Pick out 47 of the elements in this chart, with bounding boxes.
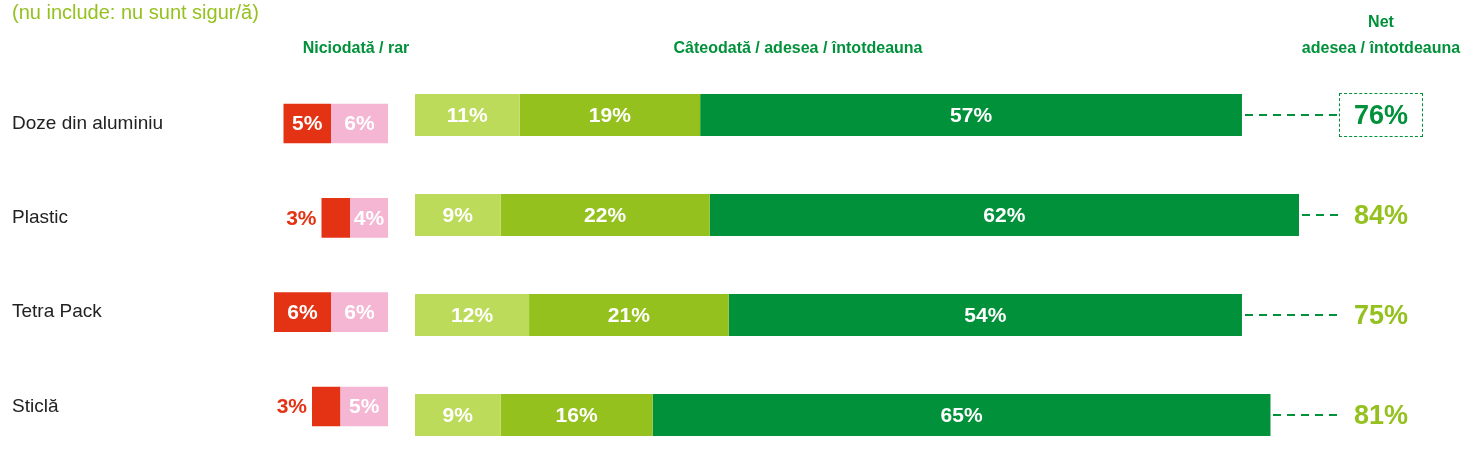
data-label: 6% [287, 299, 318, 323]
bar [415, 294, 530, 336]
bar [415, 94, 520, 136]
text: 84% [1352, 199, 1409, 231]
data-label: 11% [446, 102, 489, 126]
data-label: 5% [292, 111, 323, 135]
data-label: 19% [588, 102, 632, 126]
bar [700, 94, 1242, 136]
data-label: 57% [950, 102, 993, 126]
bar [728, 294, 1242, 336]
y-tick-label: Doze din aluminiu [12, 111, 164, 133]
data-label: 22% [584, 202, 627, 226]
data-label: 5% [349, 394, 380, 418]
data-label: 16% [555, 402, 598, 426]
data-label: 54% [964, 302, 1007, 326]
y-tick-label: Plastic [12, 206, 68, 228]
y-tick-label: Tetra Pack [12, 300, 103, 322]
text: 76% [1352, 99, 1409, 131]
data-label: 62% [983, 202, 1026, 226]
data-label: 9% [442, 202, 474, 226]
bar [500, 194, 710, 236]
bar [415, 194, 501, 236]
chart-title: Câteodată / adesea / întotdeauna [672, 38, 924, 58]
bar [519, 94, 701, 136]
data-label: 3% [286, 205, 317, 229]
bar [321, 198, 350, 238]
chart-subtitle: (nu include: nu sunt sigur/ă) [12, 0, 259, 24]
y-tick-label: Sticlă [12, 394, 59, 416]
bar [709, 194, 1299, 236]
bar [500, 394, 653, 436]
bar [312, 386, 341, 427]
text: 81% [1352, 399, 1409, 431]
data-label: 9% [442, 402, 474, 426]
data-label: 6% [344, 111, 375, 135]
text: 75% [1352, 299, 1409, 331]
data-label: 21% [607, 302, 651, 326]
data-label: 4% [353, 205, 385, 229]
bar [415, 394, 501, 436]
data-label: 12% [451, 302, 494, 326]
data-label: 65% [940, 402, 983, 426]
chart-title: Niciodată / rar [301, 38, 411, 58]
bar [652, 394, 1271, 436]
text: Net [1367, 12, 1395, 32]
data-label: 3% [276, 394, 308, 418]
data-label: 6% [344, 299, 375, 323]
text: adesea / întotdeauna [1300, 38, 1462, 58]
bar [529, 294, 729, 336]
